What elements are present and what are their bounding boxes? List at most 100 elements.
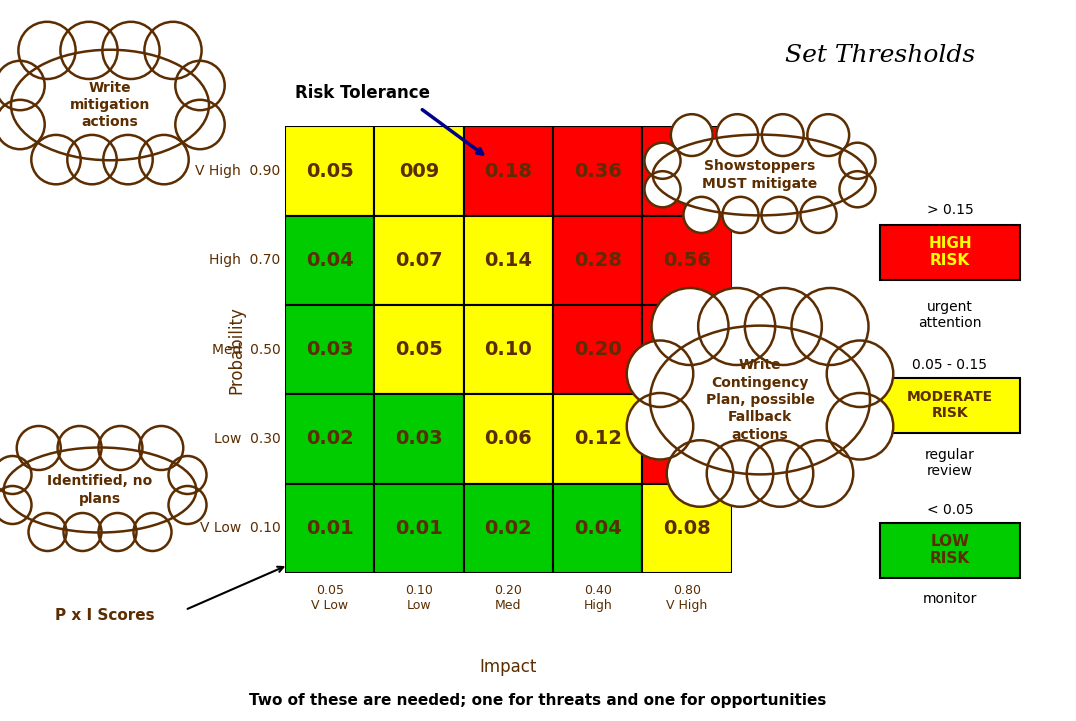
Text: Write
Contingency
Plan, possible
Fallback
actions: Write Contingency Plan, possible Fallbac… <box>706 358 815 441</box>
Ellipse shape <box>653 135 867 216</box>
Bar <box>642 484 732 573</box>
Circle shape <box>144 22 201 79</box>
Circle shape <box>698 288 775 365</box>
Bar <box>553 394 642 484</box>
Bar <box>285 216 374 305</box>
Circle shape <box>645 143 680 179</box>
Text: 0.04: 0.04 <box>574 519 622 538</box>
Text: 0.12: 0.12 <box>574 430 622 448</box>
Text: < 0.05: < 0.05 <box>926 503 974 517</box>
Text: Med  0.50: Med 0.50 <box>212 342 281 357</box>
Bar <box>285 484 374 573</box>
Text: Showstoppers
MUST mitigate: Showstoppers MUST mitigate <box>703 159 818 190</box>
Circle shape <box>645 171 680 208</box>
Ellipse shape <box>11 50 209 160</box>
Text: urgent
attention: urgent attention <box>918 300 981 330</box>
Text: 009: 009 <box>399 162 439 180</box>
Text: 0.04: 0.04 <box>306 251 354 270</box>
Bar <box>880 523 1020 578</box>
Text: 0.07: 0.07 <box>395 251 443 270</box>
Text: 0.10: 0.10 <box>484 340 533 359</box>
Circle shape <box>801 197 836 233</box>
Circle shape <box>626 393 693 459</box>
Bar <box>464 305 553 394</box>
Bar <box>464 394 553 484</box>
Circle shape <box>0 61 45 110</box>
Text: V High  0.90: V High 0.90 <box>196 164 281 178</box>
Bar <box>880 225 1020 280</box>
Circle shape <box>133 513 171 551</box>
Bar <box>553 126 642 216</box>
Bar <box>285 394 374 484</box>
Text: 0.40
High: 0.40 High <box>583 584 612 611</box>
Text: 0.72: 0.72 <box>663 162 711 180</box>
Bar <box>464 126 553 216</box>
Text: 0.80
V High: 0.80 V High <box>666 584 708 611</box>
Bar <box>374 484 464 573</box>
Text: 0.14: 0.14 <box>484 251 533 270</box>
Circle shape <box>175 99 225 149</box>
Circle shape <box>17 426 60 470</box>
Circle shape <box>762 114 804 156</box>
Circle shape <box>103 135 153 185</box>
Text: 0.56: 0.56 <box>663 251 711 270</box>
Circle shape <box>807 114 849 156</box>
Bar <box>642 126 732 216</box>
Circle shape <box>0 486 31 524</box>
Text: Low  0.30: Low 0.30 <box>214 432 281 446</box>
Circle shape <box>0 99 45 149</box>
Text: 0.36: 0.36 <box>574 162 622 180</box>
Text: 0.02: 0.02 <box>306 430 354 448</box>
Circle shape <box>839 143 876 179</box>
Bar <box>553 216 642 305</box>
Circle shape <box>58 426 101 470</box>
Text: V Low  0.10: V Low 0.10 <box>200 521 281 535</box>
Circle shape <box>28 513 67 551</box>
Text: Risk Tolerance: Risk Tolerance <box>295 84 430 102</box>
Text: 0.40: 0.40 <box>663 340 711 359</box>
Text: 0.01: 0.01 <box>306 519 354 538</box>
Bar <box>374 126 464 216</box>
Text: Impact: Impact <box>480 658 537 676</box>
Bar <box>553 484 642 573</box>
Text: 0.20
Med: 0.20 Med <box>495 584 522 611</box>
Circle shape <box>0 456 31 494</box>
Text: monitor: monitor <box>923 592 977 606</box>
Circle shape <box>169 456 207 494</box>
Text: Probability: Probability <box>227 306 245 394</box>
Circle shape <box>667 441 733 507</box>
Text: LOW
RISK: LOW RISK <box>930 534 971 566</box>
Text: 0.18: 0.18 <box>484 162 533 180</box>
Circle shape <box>762 197 797 233</box>
Bar <box>285 305 374 394</box>
Circle shape <box>102 22 159 79</box>
Circle shape <box>707 441 774 507</box>
Text: 0.28: 0.28 <box>574 251 622 270</box>
Bar <box>642 394 732 484</box>
Text: 0.01: 0.01 <box>395 519 443 538</box>
Circle shape <box>175 61 225 110</box>
Circle shape <box>31 135 81 185</box>
Text: > 0.15: > 0.15 <box>926 203 974 217</box>
Text: 0.24: 0.24 <box>663 430 711 448</box>
Circle shape <box>722 197 759 233</box>
Circle shape <box>717 114 759 156</box>
Text: High  0.70: High 0.70 <box>210 253 281 267</box>
Circle shape <box>68 135 116 185</box>
Circle shape <box>98 426 142 470</box>
Circle shape <box>139 135 188 185</box>
Circle shape <box>99 513 137 551</box>
Bar <box>880 378 1020 433</box>
Bar <box>553 305 642 394</box>
Circle shape <box>683 197 720 233</box>
Text: 0.05
V Low: 0.05 V Low <box>311 584 349 611</box>
Circle shape <box>63 513 101 551</box>
Ellipse shape <box>3 448 196 533</box>
Circle shape <box>651 288 728 365</box>
Text: 0.05: 0.05 <box>306 162 354 180</box>
Text: 0.05: 0.05 <box>395 340 443 359</box>
Text: 0.03: 0.03 <box>306 340 354 359</box>
Circle shape <box>670 114 712 156</box>
Text: MODERATE
RISK: MODERATE RISK <box>907 390 993 420</box>
Bar <box>464 216 553 305</box>
